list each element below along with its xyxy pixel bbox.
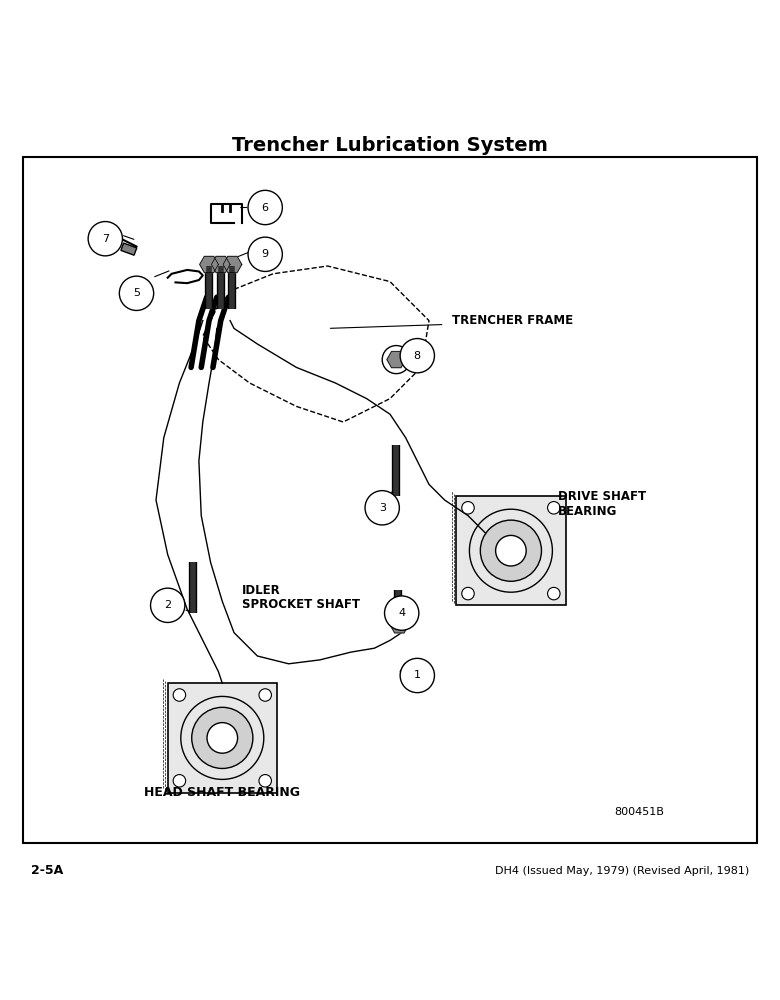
Circle shape xyxy=(88,222,122,256)
Circle shape xyxy=(400,339,434,373)
Circle shape xyxy=(248,237,282,271)
Text: 4: 4 xyxy=(398,608,406,618)
Circle shape xyxy=(462,502,474,514)
Circle shape xyxy=(548,587,560,600)
Text: Trencher Lubrication System: Trencher Lubrication System xyxy=(232,136,548,155)
Text: DH4 (Issued May, 1979) (Revised April, 1981): DH4 (Issued May, 1979) (Revised April, 1… xyxy=(495,865,749,876)
Text: IDLER
SPROCKET SHAFT: IDLER SPROCKET SHAFT xyxy=(242,584,360,611)
Circle shape xyxy=(207,723,238,753)
FancyBboxPatch shape xyxy=(456,496,566,605)
Circle shape xyxy=(548,502,560,514)
Text: 3: 3 xyxy=(379,503,385,513)
Circle shape xyxy=(385,596,419,630)
Text: 7: 7 xyxy=(101,234,109,244)
Circle shape xyxy=(259,689,271,701)
Bar xyxy=(121,243,136,255)
Text: 2: 2 xyxy=(164,600,172,610)
Text: 1: 1 xyxy=(414,670,420,680)
Circle shape xyxy=(365,491,399,525)
Circle shape xyxy=(173,689,186,701)
Polygon shape xyxy=(390,617,409,633)
Text: 5: 5 xyxy=(133,288,140,298)
Text: TRENCHER FRAME: TRENCHER FRAME xyxy=(452,314,573,327)
Text: HEAD SHAFT BEARING: HEAD SHAFT BEARING xyxy=(144,786,300,799)
Polygon shape xyxy=(200,256,218,273)
Circle shape xyxy=(248,190,282,225)
Polygon shape xyxy=(400,663,419,680)
Circle shape xyxy=(495,535,526,566)
Text: DRIVE SHAFT
BEARING: DRIVE SHAFT BEARING xyxy=(558,490,646,518)
Circle shape xyxy=(400,658,434,693)
Circle shape xyxy=(119,276,154,310)
FancyBboxPatch shape xyxy=(168,683,277,792)
Circle shape xyxy=(151,588,185,622)
Polygon shape xyxy=(387,351,406,368)
Text: 9: 9 xyxy=(261,249,269,259)
Circle shape xyxy=(259,775,271,787)
Circle shape xyxy=(173,775,186,787)
Text: 800451B: 800451B xyxy=(615,807,665,817)
Circle shape xyxy=(192,707,253,768)
Polygon shape xyxy=(223,256,242,273)
FancyBboxPatch shape xyxy=(23,157,757,843)
Circle shape xyxy=(462,587,474,600)
Text: 6: 6 xyxy=(262,203,268,213)
Polygon shape xyxy=(211,256,230,273)
Text: 2-5A: 2-5A xyxy=(31,864,63,877)
Circle shape xyxy=(480,520,541,581)
Text: 8: 8 xyxy=(413,351,421,361)
